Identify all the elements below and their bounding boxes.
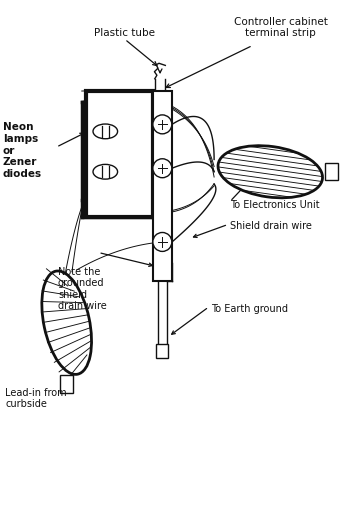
Ellipse shape (93, 165, 118, 179)
Text: Shield drain wire: Shield drain wire (230, 221, 312, 231)
Ellipse shape (93, 124, 118, 139)
Bar (325, 163, 338, 180)
Text: Controller cabinet
terminal strip: Controller cabinet terminal strip (234, 17, 328, 38)
Text: Note the
grounded
shield
drain wire: Note the grounded shield drain wire (58, 267, 107, 311)
Text: Lead-in from
curbside: Lead-in from curbside (5, 388, 67, 409)
Ellipse shape (218, 146, 323, 198)
Text: To Electronics Unit: To Electronics Unit (230, 200, 319, 210)
Bar (60, 375, 73, 393)
Text: Neon
lamps
or
Zener
diodes: Neon lamps or Zener diodes (3, 122, 42, 179)
Circle shape (153, 115, 172, 134)
Bar (153, 91, 172, 281)
Text: Plastic tube: Plastic tube (94, 29, 155, 38)
Circle shape (153, 233, 172, 251)
Ellipse shape (42, 271, 92, 374)
Circle shape (153, 159, 172, 177)
Text: To Earth ground: To Earth ground (211, 304, 287, 313)
Bar (86, 91, 153, 217)
Bar (156, 344, 168, 358)
